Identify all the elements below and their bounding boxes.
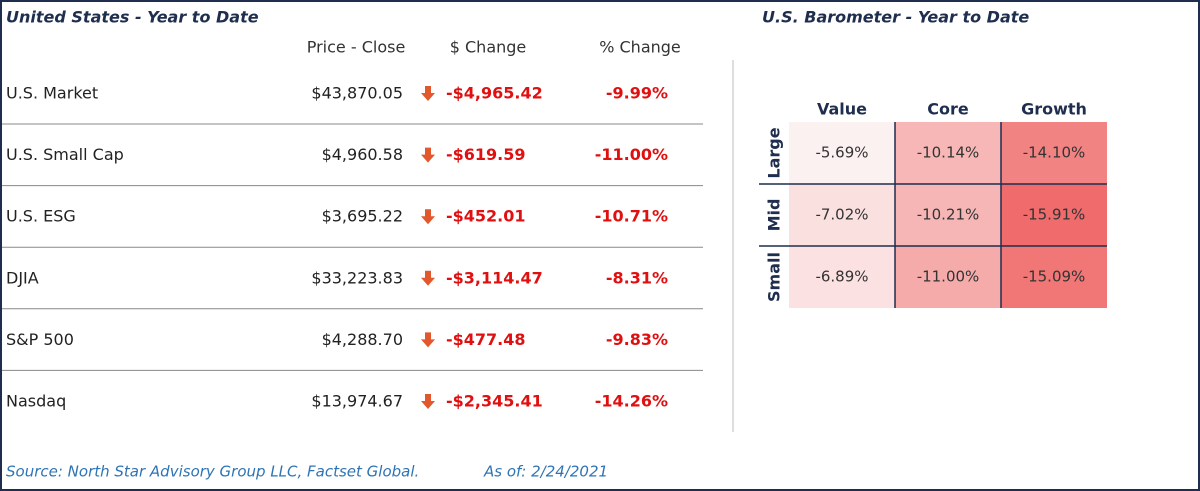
barometer-row: Large: [765, 127, 784, 178]
heat-cell: [1001, 246, 1107, 308]
source-note: Source: North Star Advisory Group LLC, F…: [6, 463, 419, 481]
row-label: U.S. Market: [6, 84, 98, 103]
down-arrow: [421, 147, 435, 163]
heat-cell: [1001, 184, 1107, 246]
down-arrow: [421, 86, 435, 101]
row-label: U.S. ESG: [6, 207, 76, 226]
dollar-change: -$477.48: [446, 330, 526, 349]
heat-value: -10.14%: [917, 144, 980, 162]
barometer-column: Value: [817, 100, 867, 119]
heat-cell: [789, 246, 895, 308]
heat-cell: [895, 184, 1001, 246]
table-title: United States - Year to Date: [6, 8, 259, 27]
row-label: Nasdaq: [6, 392, 66, 411]
heat-value: -15.91%: [1023, 206, 1086, 224]
barometer-row: Mid: [765, 199, 784, 232]
dollar-change: -$619.59: [446, 145, 526, 164]
heat-value: -14.10%: [1023, 144, 1086, 162]
column-header: $ Change: [450, 38, 527, 57]
barometer-column: Core: [927, 100, 969, 119]
price: $33,223.83: [311, 268, 403, 287]
down-arrow: [421, 270, 435, 286]
dollar-change: -$452.01: [446, 207, 526, 226]
down-arrow: [421, 394, 435, 409]
heat-cell: [789, 122, 895, 184]
price: $4,288.70: [322, 330, 403, 349]
price: $4,960.58: [322, 145, 403, 164]
percent-change: -8.31%: [606, 268, 668, 287]
percent-change: -9.83%: [606, 330, 668, 349]
down-arrow: [421, 332, 435, 348]
heat-value: -6.89%: [815, 268, 868, 286]
dollar-change: -$4,965.42: [446, 84, 543, 103]
heat-cell: [789, 184, 895, 246]
price: $3,695.22: [322, 207, 403, 226]
column-header: % Change: [599, 38, 681, 57]
column-header: Price - Close: [307, 38, 406, 57]
as-of-date: As of: 2/24/2021: [483, 463, 608, 481]
heat-value: -11.00%: [917, 268, 980, 286]
heat-value: -10.21%: [917, 206, 980, 224]
heat-value: -15.09%: [1023, 268, 1086, 286]
dollar-change: -$3,114.47: [446, 268, 543, 287]
down-arrow: [421, 209, 435, 225]
percent-change: -9.99%: [606, 84, 668, 103]
percent-change: -10.71%: [595, 207, 668, 226]
heat-value: -5.69%: [815, 144, 868, 162]
heat-cell: [1001, 122, 1107, 184]
barometer-column: Growth: [1021, 100, 1087, 119]
row-label: S&P 500: [6, 330, 74, 349]
heat-cell: [895, 122, 1001, 184]
row-label: U.S. Small Cap: [6, 145, 124, 164]
percent-change: -11.00%: [595, 145, 668, 164]
price: $13,974.67: [311, 392, 403, 411]
barometer-title: U.S. Barometer - Year to Date: [762, 8, 1029, 27]
heat-cell: [895, 246, 1001, 308]
barometer-row: Small: [765, 252, 784, 302]
price: $43,870.05: [311, 84, 403, 103]
dollar-change: -$2,345.41: [446, 392, 543, 411]
percent-change: -14.26%: [595, 392, 668, 411]
row-label: DJIA: [6, 268, 39, 287]
heat-value: -7.02%: [815, 206, 868, 224]
